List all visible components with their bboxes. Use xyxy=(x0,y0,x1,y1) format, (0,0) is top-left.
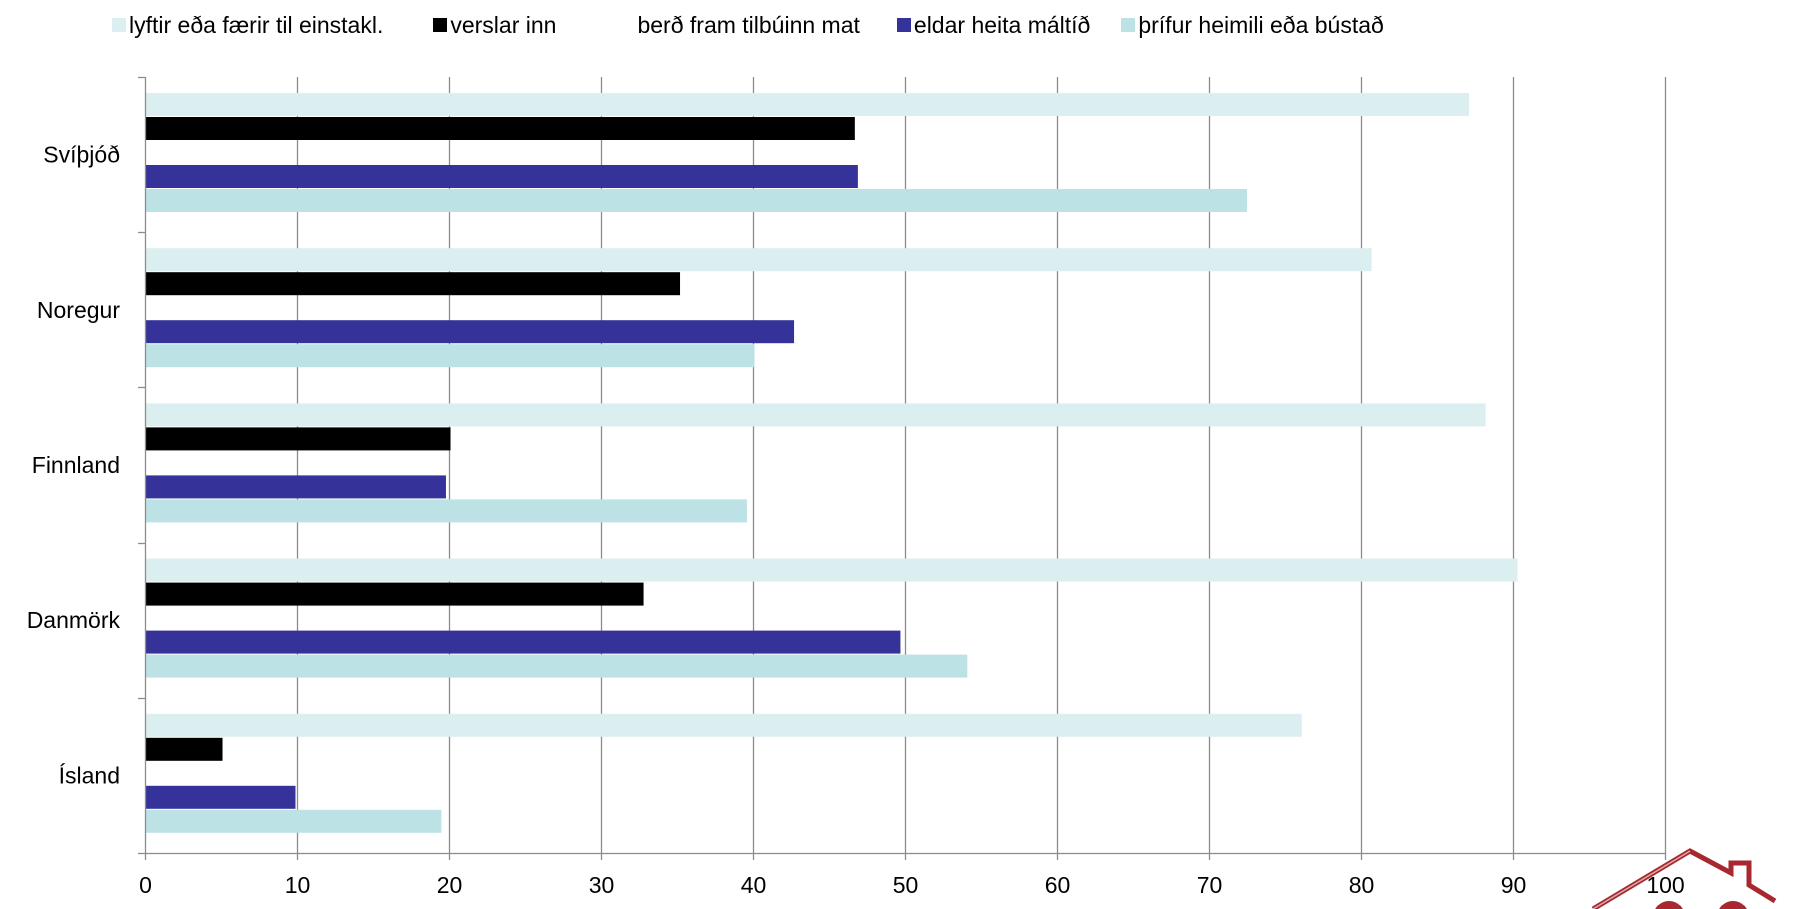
bar xyxy=(145,713,1302,737)
bar xyxy=(145,165,858,188)
x-tick-label: 60 xyxy=(1045,872,1071,898)
bar xyxy=(145,499,747,523)
legend-label: berð fram tilbúinn mat xyxy=(637,11,860,38)
bar xyxy=(145,320,795,344)
legend-swatch xyxy=(1121,18,1136,32)
bar xyxy=(145,189,1247,212)
legend-label: eldar heita máltíð xyxy=(913,11,1091,38)
category-label: Noregur xyxy=(37,297,120,323)
legend-item: eldar heita máltíð xyxy=(896,11,1091,38)
legend: lyftir eða færir til einstakl. verslar in… xyxy=(112,8,1384,42)
bar xyxy=(145,558,1518,582)
legend-item: berð fram tilbúinn mat xyxy=(620,11,860,38)
legend-swatch xyxy=(620,18,635,32)
bar xyxy=(145,737,223,761)
bar xyxy=(145,93,1469,116)
legend-swatch xyxy=(433,18,448,32)
bar xyxy=(145,272,681,296)
category-label: Svíþjóð xyxy=(43,142,120,168)
bar xyxy=(145,785,296,809)
legend-swatch xyxy=(896,18,911,32)
x-tick-label: 70 xyxy=(1197,872,1223,898)
legend-label: þrífur heimili eða bústað xyxy=(1138,11,1384,38)
x-tick-label: 90 xyxy=(1501,872,1527,898)
x-tick-label: 20 xyxy=(437,872,463,898)
x-tick-label: 40 xyxy=(741,872,767,898)
x-tick-label: 100 xyxy=(1646,872,1684,898)
category-label: Finnland xyxy=(32,452,120,478)
x-tick-label: 10 xyxy=(285,872,311,898)
legend-label: lyftir eða færir til einstakl. xyxy=(129,11,384,38)
category-label: Danmörk xyxy=(27,607,121,633)
bar xyxy=(145,117,855,140)
bar xyxy=(145,248,1372,272)
x-tick-label: 50 xyxy=(893,872,919,898)
bar xyxy=(145,582,644,606)
legend-item: verslar inn xyxy=(433,11,557,38)
bar xyxy=(145,403,1486,427)
legend-item: þrífur heimili eða bústað xyxy=(1121,11,1384,38)
legend-swatch xyxy=(112,18,126,32)
legend-label: verslar inn xyxy=(450,11,557,38)
bar xyxy=(145,427,451,451)
bar xyxy=(145,475,446,499)
x-tick-label: 80 xyxy=(1349,872,1375,898)
x-tick-label: 30 xyxy=(589,872,615,898)
x-tick-label: 0 xyxy=(139,872,152,898)
bar xyxy=(145,809,442,833)
legend-item: lyftir eða færir til einstakl. xyxy=(112,11,384,38)
bar xyxy=(145,654,968,678)
house-logo-icon xyxy=(1591,848,1777,909)
category-label: Ísland xyxy=(59,762,120,788)
bar xyxy=(145,344,755,368)
bar xyxy=(145,630,901,654)
